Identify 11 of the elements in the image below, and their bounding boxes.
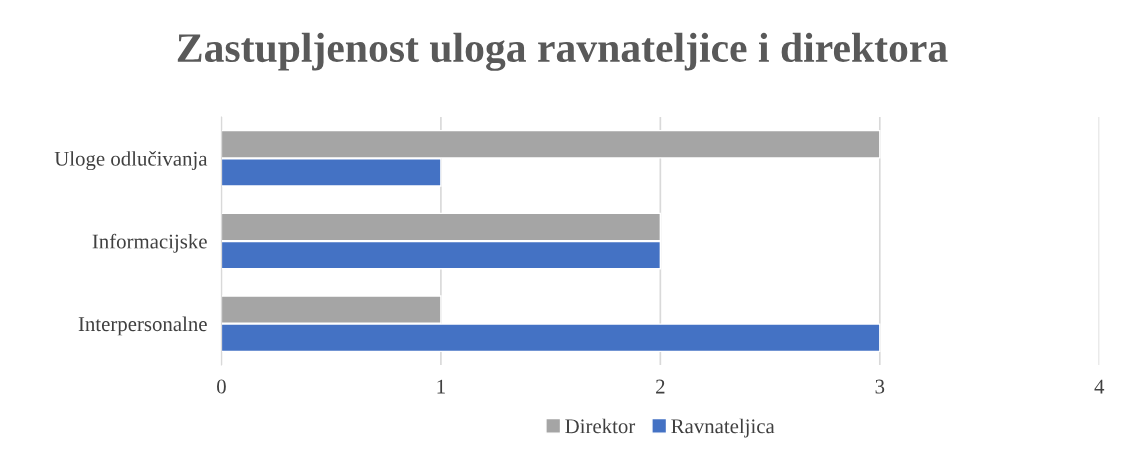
y-tick-label: Informacijske [92, 233, 207, 253]
legend-label: Ravnateljica [671, 418, 775, 438]
x-tick-label: 2 [656, 379, 665, 394]
x-tick-label: 0 [217, 379, 226, 394]
chart-title: Zastupljenost uloga ravnateljice i direktora [177, 32, 948, 71]
y-tick-label: Interpersonalne [78, 316, 207, 336]
x-tick-label: 4 [1094, 379, 1105, 394]
x-tick-label: 1 [437, 379, 445, 394]
y-tick-label: Uloge odlučivanja [54, 151, 208, 171]
x-tick-label: 3 [875, 379, 885, 394]
legend-label: Direktor [565, 418, 636, 434]
